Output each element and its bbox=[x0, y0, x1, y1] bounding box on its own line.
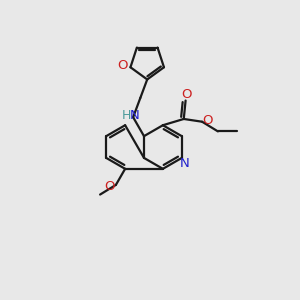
Text: H: H bbox=[122, 109, 131, 122]
Text: O: O bbox=[181, 88, 192, 101]
Text: O: O bbox=[202, 114, 212, 127]
Text: N: N bbox=[180, 158, 190, 170]
Text: O: O bbox=[105, 180, 115, 194]
Text: O: O bbox=[117, 59, 128, 72]
Text: N: N bbox=[130, 109, 140, 122]
